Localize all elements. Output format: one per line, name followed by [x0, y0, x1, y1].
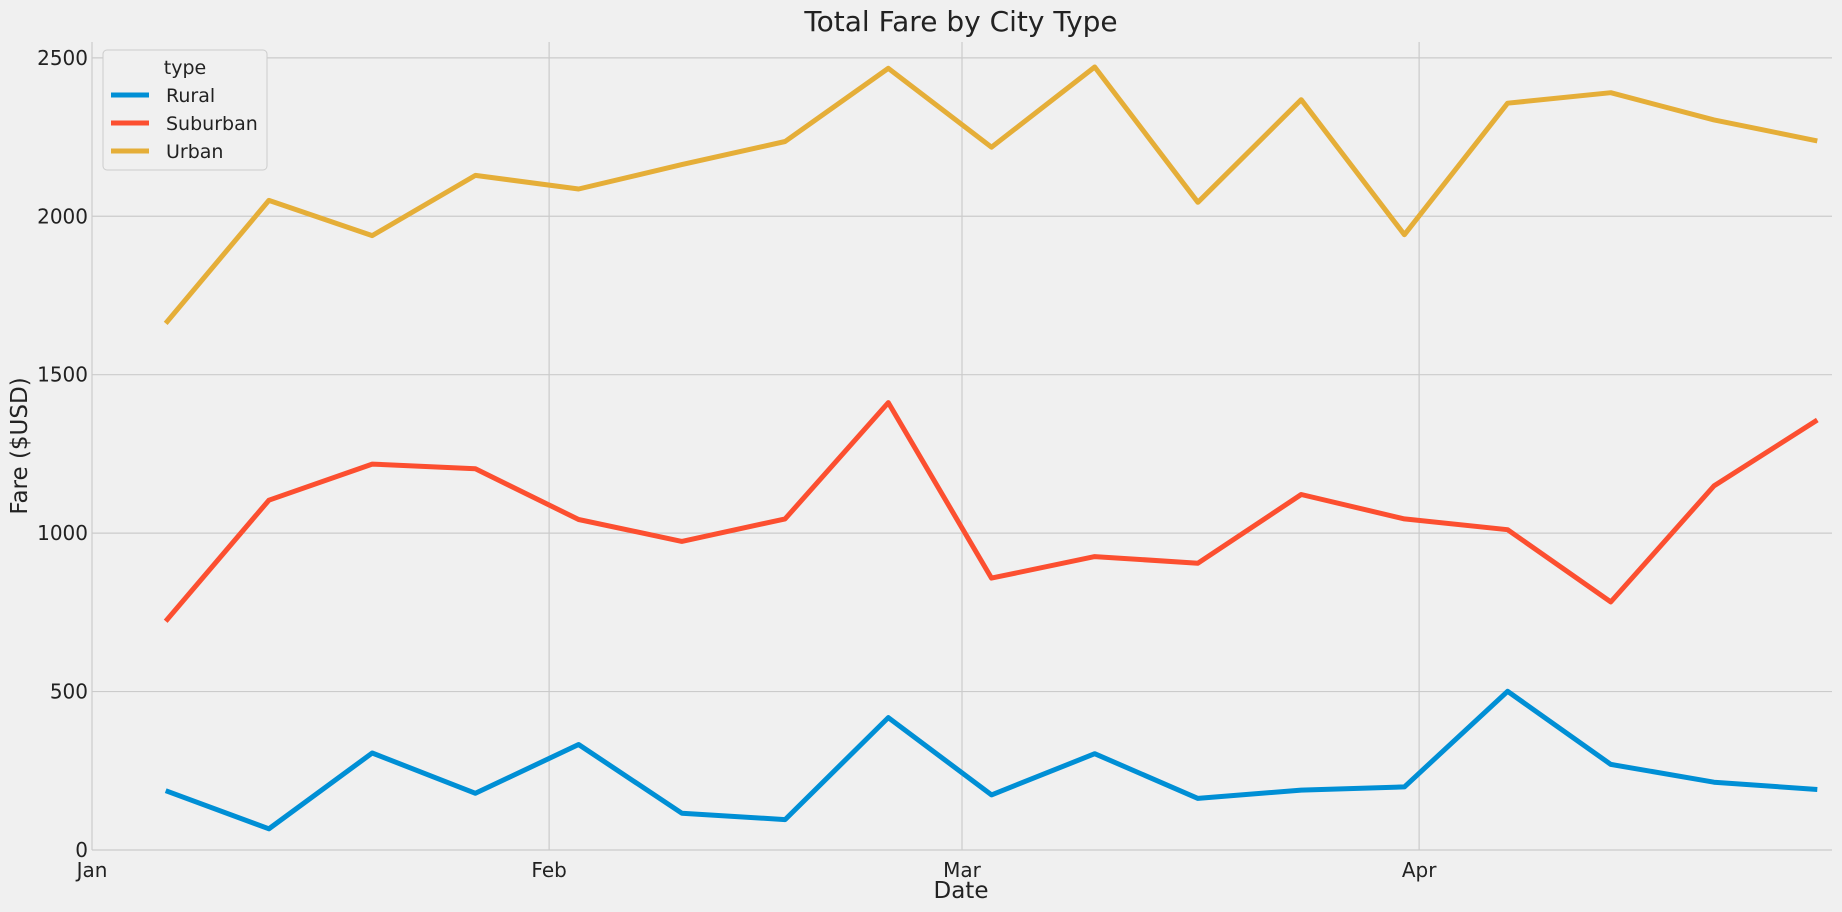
legend-label: Urban: [166, 141, 223, 163]
chart-title: Total Fare by City Type: [803, 5, 1117, 38]
y-tick-label: 2500: [37, 46, 88, 70]
series-lines: [163, 64, 1819, 832]
y-tick-label: 0: [75, 838, 88, 862]
y-tick-label: 500: [50, 680, 88, 704]
x-tick-label: Apr: [1402, 858, 1437, 882]
legend-label: Rural: [166, 85, 215, 107]
y-axis-ticks: 0 500 1000 1500 2000 2500: [37, 46, 88, 862]
legend-title: type: [164, 57, 206, 79]
series-line-suburban: [163, 400, 1819, 623]
series-line-urban: [163, 64, 1818, 326]
x-axis-label: Date: [934, 878, 989, 904]
legend: type Rural Suburban Urban: [102, 49, 268, 171]
y-tick-label: 1500: [37, 363, 88, 387]
y-tick-label: 1000: [37, 521, 88, 545]
x-tick-label: Mar: [943, 858, 982, 882]
grid: [91, 42, 1832, 851]
legend-box: [102, 49, 268, 171]
legend-label: Suburban: [166, 113, 258, 135]
series-line-rural: [164, 688, 1818, 832]
x-tick-label: Jan: [75, 858, 108, 882]
y-axis-label: Fare ($USD): [7, 377, 33, 514]
x-tick-label: Feb: [531, 858, 566, 882]
x-axis-ticks: Jan Feb Mar Apr: [75, 858, 1438, 882]
y-tick-label: 2000: [37, 204, 88, 228]
